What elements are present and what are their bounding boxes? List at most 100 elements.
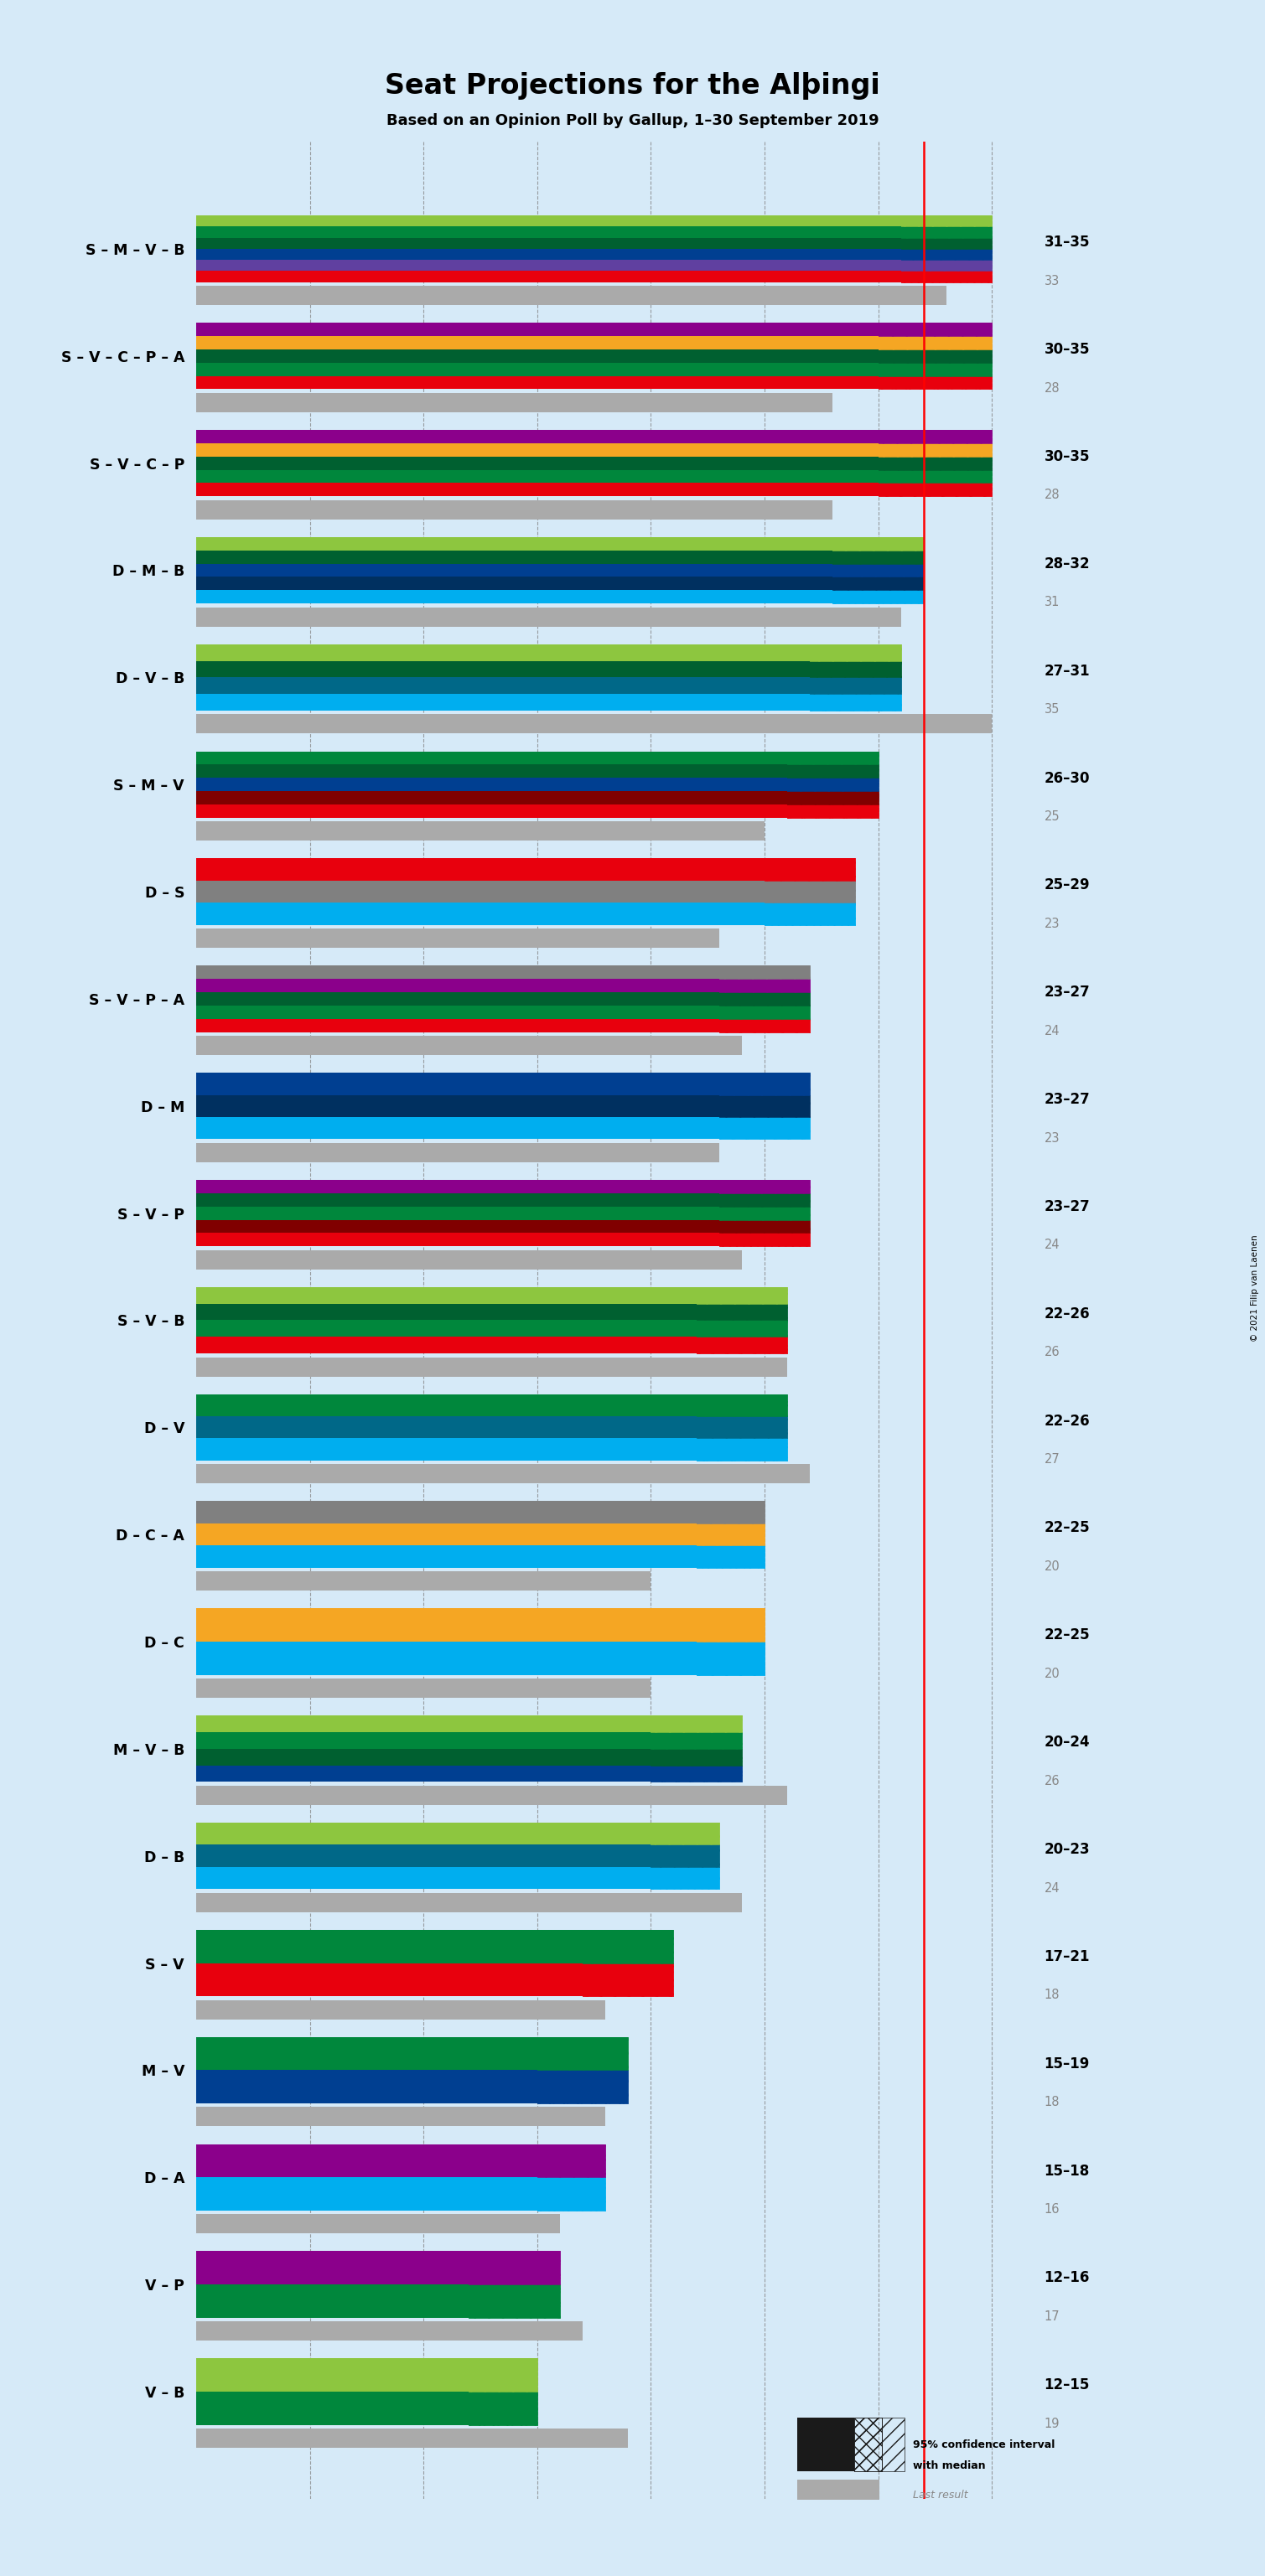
Bar — [719, 992, 810, 1005]
Bar — [832, 590, 923, 603]
Text: 26: 26 — [1044, 1347, 1060, 1358]
Bar — [196, 662, 901, 677]
Bar — [196, 979, 810, 992]
Bar — [787, 752, 878, 765]
Bar — [196, 335, 992, 350]
Bar — [196, 2251, 560, 2285]
Bar — [719, 1180, 810, 1193]
Bar — [196, 1893, 741, 1911]
Bar — [469, 2285, 560, 2318]
Bar — [196, 443, 992, 456]
Bar — [832, 577, 923, 590]
Bar — [764, 858, 855, 881]
Bar — [696, 1522, 764, 1546]
Bar — [196, 693, 901, 711]
Bar — [696, 1502, 764, 1522]
Text: 20: 20 — [1044, 1667, 1060, 1680]
Bar — [469, 2391, 538, 2424]
Bar — [196, 394, 832, 412]
Bar — [196, 1303, 787, 1319]
Bar — [878, 350, 992, 363]
Bar — [196, 902, 855, 925]
Text: 23: 23 — [1044, 1131, 1060, 1144]
Text: 22–25: 22–25 — [1044, 1520, 1090, 1535]
Bar — [196, 1193, 810, 1206]
Text: 33: 33 — [1044, 276, 1059, 289]
Bar — [196, 752, 878, 765]
Bar — [538, 2071, 627, 2105]
Bar — [719, 1005, 810, 1018]
Bar — [196, 551, 923, 564]
Text: 12–16: 12–16 — [1044, 2269, 1089, 2285]
Bar — [196, 260, 992, 270]
Text: 23–27: 23–27 — [1044, 1092, 1090, 1108]
Bar — [196, 322, 992, 335]
Bar — [878, 430, 992, 443]
Bar — [196, 227, 992, 237]
Bar — [719, 1095, 810, 1118]
Bar — [196, 608, 901, 626]
Bar — [878, 456, 992, 469]
Text: with median: with median — [913, 2460, 985, 2470]
Bar — [764, 902, 855, 925]
Bar — [719, 966, 810, 979]
Bar — [196, 286, 946, 304]
Bar — [810, 677, 901, 693]
Bar — [538, 2038, 627, 2071]
Text: 12–15: 12–15 — [1044, 2378, 1089, 2393]
Bar — [719, 1018, 810, 1033]
Bar — [787, 765, 878, 778]
Bar — [797, 2416, 854, 2470]
Bar — [719, 1206, 810, 1218]
Text: Last result: Last result — [913, 2491, 968, 2501]
Bar — [650, 1824, 719, 1844]
Bar — [719, 1218, 810, 1234]
Bar — [650, 1749, 741, 1765]
Bar — [719, 1218, 810, 1234]
Bar — [832, 551, 923, 564]
Text: 18: 18 — [1044, 1989, 1060, 2002]
Bar — [196, 2215, 560, 2233]
Bar — [810, 693, 901, 711]
Bar — [901, 270, 992, 281]
Bar — [196, 822, 764, 840]
Bar — [696, 1319, 787, 1337]
Bar — [196, 1072, 810, 1095]
Bar — [878, 376, 992, 389]
Bar — [878, 484, 992, 497]
Bar — [196, 765, 878, 778]
Bar — [719, 1118, 810, 1139]
Bar — [196, 966, 810, 979]
Text: 20: 20 — [1044, 1561, 1060, 1574]
Bar — [650, 1749, 741, 1765]
Bar — [196, 216, 992, 227]
Text: 95% confidence interval: 95% confidence interval — [913, 2439, 1055, 2450]
Bar — [650, 1765, 741, 1783]
Bar — [196, 430, 992, 443]
Bar — [854, 2416, 882, 2470]
Bar — [196, 2285, 560, 2318]
Bar — [787, 791, 878, 804]
Text: 19: 19 — [1044, 2416, 1060, 2429]
Text: 25: 25 — [1044, 811, 1060, 822]
Text: 17–21: 17–21 — [1044, 1950, 1090, 1963]
Bar — [650, 1716, 741, 1731]
Bar — [696, 1522, 764, 1546]
Text: © 2021 Filip van Laenen: © 2021 Filip van Laenen — [1251, 1234, 1259, 1342]
Bar — [650, 1765, 741, 1783]
Text: 18: 18 — [1044, 2097, 1060, 2110]
Bar — [878, 456, 992, 469]
Bar — [719, 1193, 810, 1206]
Bar — [696, 1417, 787, 1437]
Bar — [196, 484, 992, 497]
Bar — [719, 1234, 810, 1247]
Bar — [196, 2360, 538, 2391]
Bar — [878, 443, 992, 456]
Bar — [832, 564, 923, 577]
Text: 35: 35 — [1044, 703, 1060, 716]
Bar — [832, 564, 923, 577]
Bar — [650, 1731, 741, 1749]
Bar — [583, 1929, 673, 1963]
Text: 28: 28 — [1044, 381, 1060, 394]
Bar — [696, 1394, 787, 1417]
